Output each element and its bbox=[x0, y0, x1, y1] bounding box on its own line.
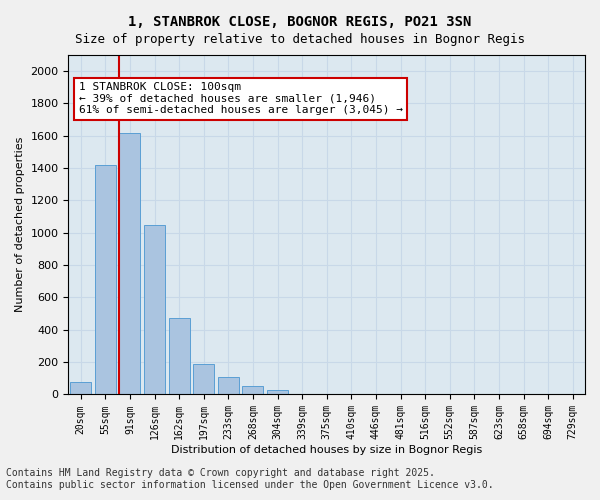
Bar bbox=[144, 224, 165, 394]
Y-axis label: Number of detached properties: Number of detached properties bbox=[15, 137, 25, 312]
Text: 1, STANBROK CLOSE, BOGNOR REGIS, PO21 3SN: 1, STANBROK CLOSE, BOGNOR REGIS, PO21 3S… bbox=[128, 15, 472, 29]
Bar bbox=[267, 390, 288, 394]
Bar bbox=[169, 318, 190, 394]
Bar bbox=[193, 364, 214, 394]
X-axis label: Distribution of detached houses by size in Bognor Regis: Distribution of detached houses by size … bbox=[171, 445, 482, 455]
Bar bbox=[242, 386, 263, 394]
Text: 1 STANBROK CLOSE: 100sqm
← 39% of detached houses are smaller (1,946)
61% of sem: 1 STANBROK CLOSE: 100sqm ← 39% of detach… bbox=[79, 82, 403, 116]
Bar bbox=[70, 382, 91, 394]
Bar bbox=[95, 165, 116, 394]
Text: Size of property relative to detached houses in Bognor Regis: Size of property relative to detached ho… bbox=[75, 32, 525, 46]
Text: Contains HM Land Registry data © Crown copyright and database right 2025.
Contai: Contains HM Land Registry data © Crown c… bbox=[6, 468, 494, 490]
Bar bbox=[119, 132, 140, 394]
Bar bbox=[218, 378, 239, 394]
